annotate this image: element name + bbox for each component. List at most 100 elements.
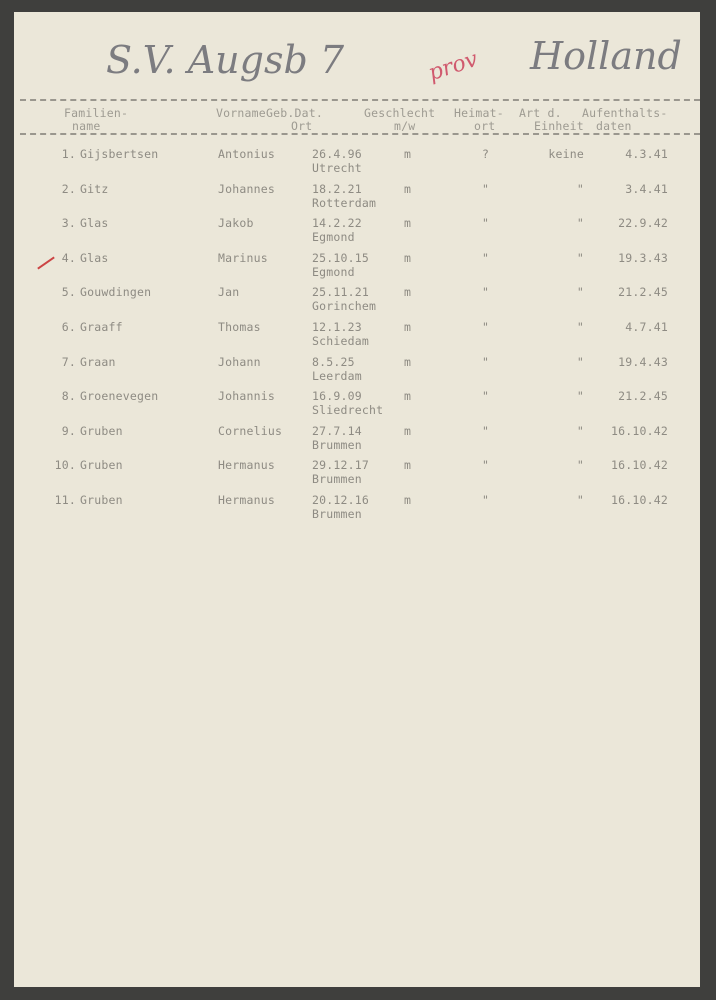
home-town: " [482, 423, 490, 438]
unit-type: " [576, 493, 584, 507]
sex: m [404, 493, 412, 507]
home-town: " [482, 354, 490, 369]
birth-place: Leerdam [312, 368, 362, 383]
first-name: Jakob [218, 216, 254, 231]
birth-place: Utrecht [312, 161, 362, 175]
handwritten-country: Holland [530, 34, 682, 78]
header-geschlecht: Geschlecht [364, 106, 436, 120]
birth-date: 12.1.23 [312, 320, 362, 334]
home-town: " [482, 181, 490, 196]
home-town: " [482, 250, 490, 265]
header-heimat-sub: ort [474, 119, 496, 133]
header-aufenthalt-sub: daten [596, 119, 632, 133]
first-name: Hermanus [218, 493, 275, 507]
sex: m [404, 320, 412, 334]
unit-type: " [576, 458, 584, 473]
row-number: 2. [61, 181, 76, 196]
unit-type: " [576, 181, 584, 196]
row-number: 6. [61, 320, 76, 334]
birth-date: 8.5.25 [312, 354, 355, 369]
unit-type: " [576, 354, 584, 369]
unit-type: " [576, 320, 584, 334]
birth-date: 18.2.21 [312, 181, 362, 196]
stay-date: 3.4.41 [625, 181, 668, 196]
birth-date: 25.11.21 [312, 285, 369, 300]
document-page: S.V. Augsb 7 prov Holland Familien-name V… [14, 12, 700, 987]
header-heimat: Heimat- [454, 106, 504, 120]
surname: Gruben [80, 458, 123, 473]
sex: m [404, 147, 412, 161]
home-town: " [482, 458, 490, 473]
header-rule-top [20, 99, 700, 101]
first-name: Antonius [218, 147, 275, 161]
row-number: 8. [61, 389, 76, 404]
row-number: 7. [61, 354, 76, 369]
unit-type: " [576, 423, 584, 438]
stay-date: 4.7.41 [625, 320, 668, 334]
birth-place: Sliedrecht [312, 403, 384, 418]
stay-date: 4.3.41 [625, 147, 668, 161]
sex: m [404, 250, 412, 265]
sex: m [404, 285, 412, 300]
birth-place: Brummen [312, 437, 362, 452]
header-vorname: Vorname [216, 106, 266, 120]
unit-type: " [576, 389, 584, 404]
surname: Gruben [80, 423, 123, 438]
first-name: Johannes [218, 181, 275, 196]
home-town: " [482, 493, 490, 507]
birth-date: 16.9.09 [312, 389, 362, 404]
sex: m [404, 423, 412, 438]
stay-date: 19.3.43 [618, 250, 668, 265]
birth-date: 26.4.96 [312, 147, 362, 161]
surname: Graan [80, 354, 116, 369]
header-geschlecht-sub: m/w [394, 119, 416, 133]
first-name: Johann [218, 354, 261, 369]
home-town: " [482, 285, 490, 300]
birth-date: 27.7.14 [312, 423, 362, 438]
header-aufenthalt: Aufenthalts- [582, 106, 668, 120]
birth-place: Rotterdam [312, 195, 377, 210]
surname: Groenevegen [80, 389, 159, 404]
home-town: " [482, 320, 490, 334]
first-name: Jan [218, 285, 240, 300]
birth-place: Brummen [312, 507, 362, 521]
home-town: " [482, 216, 490, 231]
birth-date: 14.2.22 [312, 216, 362, 231]
stay-date: 21.2.45 [618, 285, 668, 300]
header-art: Art d. [519, 106, 562, 120]
surname: Gruben [80, 493, 123, 507]
sex: m [404, 354, 412, 369]
stay-date: 16.10.42 [611, 493, 668, 507]
birth-date: 20.12.16 [312, 493, 369, 507]
row-number: 5. [61, 285, 76, 300]
row-number: 4. [61, 250, 76, 265]
header-rule-bottom [20, 133, 700, 135]
unit-type: keine [548, 147, 584, 161]
home-town: " [482, 389, 490, 404]
stay-date: 21.2.45 [618, 389, 668, 404]
sex: m [404, 181, 412, 196]
stay-date: 22.9.42 [618, 216, 668, 231]
first-name: Hermanus [218, 458, 275, 473]
surname: Glas [80, 250, 109, 265]
stay-date: 16.10.42 [611, 458, 668, 473]
handwritten-title: S.V. Augsb 7 [106, 38, 345, 82]
birth-date: 25.10.15 [312, 250, 369, 265]
stay-date: 19.4.43 [618, 354, 668, 369]
red-handwritten-note: prov [425, 46, 481, 87]
header-art-sub: Einheit [534, 119, 584, 133]
birth-date: 29.12.17 [312, 458, 369, 473]
row-number: 3. [61, 216, 76, 231]
birth-place: Schiedam [312, 334, 369, 348]
first-name: Cornelius [218, 423, 283, 438]
header-familienname-sub: name [72, 119, 101, 133]
surname: Graaff [80, 320, 123, 334]
birth-place: Brummen [312, 472, 362, 487]
header-geb-sub: Ort [291, 119, 313, 133]
row-number: 10. [54, 458, 76, 473]
stay-date: 16.10.42 [611, 423, 668, 438]
first-name: Marinus [218, 250, 268, 265]
row-number: 11. [54, 493, 76, 507]
birth-place: Egmond [312, 264, 355, 279]
first-name: Thomas [218, 320, 261, 334]
